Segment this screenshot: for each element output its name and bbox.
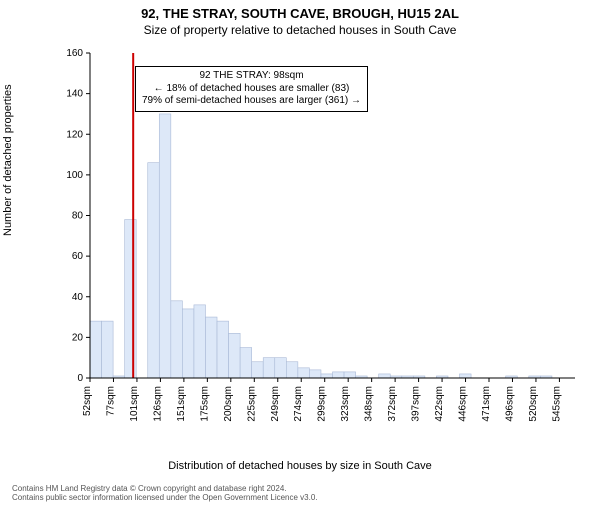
page-subtitle: Size of property relative to detached ho… xyxy=(0,23,600,37)
svg-text:348sqm: 348sqm xyxy=(364,386,375,422)
histogram-bar xyxy=(90,321,102,378)
svg-text:422sqm: 422sqm xyxy=(434,386,445,422)
svg-text:160: 160 xyxy=(66,48,83,59)
svg-text:100: 100 xyxy=(66,170,83,181)
svg-text:299sqm: 299sqm xyxy=(317,386,328,422)
annotation-line-2: ← 18% of detached houses are smaller (83… xyxy=(142,83,361,96)
y-axis-label: Number of detached properties xyxy=(2,84,14,236)
histogram-bar xyxy=(217,321,229,378)
svg-text:372sqm: 372sqm xyxy=(387,386,398,422)
svg-text:40: 40 xyxy=(72,292,84,303)
svg-text:200sqm: 200sqm xyxy=(223,386,234,422)
svg-text:471sqm: 471sqm xyxy=(481,386,492,422)
histogram-bar xyxy=(240,348,252,378)
svg-text:77sqm: 77sqm xyxy=(105,386,116,416)
histogram-bar xyxy=(263,358,275,378)
svg-text:397sqm: 397sqm xyxy=(411,386,422,422)
histogram-bar xyxy=(275,358,287,378)
histogram-bar xyxy=(460,374,472,378)
x-axis-label: Distribution of detached houses by size … xyxy=(0,460,600,472)
page-title: 92, THE STRAY, SOUTH CAVE, BROUGH, HU15 … xyxy=(0,6,600,21)
histogram-bar xyxy=(286,362,298,378)
svg-text:225sqm: 225sqm xyxy=(246,386,257,422)
histogram-bar xyxy=(252,362,264,378)
svg-text:446sqm: 446sqm xyxy=(458,386,469,422)
svg-text:80: 80 xyxy=(72,211,84,222)
histogram-bar xyxy=(102,321,114,378)
histogram-bar xyxy=(344,372,356,378)
histogram-bar xyxy=(379,374,391,378)
svg-text:151sqm: 151sqm xyxy=(176,386,187,422)
histogram-bar xyxy=(159,114,171,378)
histogram-bar xyxy=(182,309,194,378)
svg-text:60: 60 xyxy=(72,251,84,262)
annotation-line-3: 79% of semi-detached houses are larger (… xyxy=(142,95,361,108)
histogram-bar xyxy=(229,333,241,378)
svg-text:140: 140 xyxy=(66,89,83,100)
footer-line-1: Contains HM Land Registry data © Crown c… xyxy=(12,484,318,493)
svg-text:175sqm: 175sqm xyxy=(199,386,210,422)
histogram-bar xyxy=(298,368,310,378)
svg-text:274sqm: 274sqm xyxy=(293,386,304,422)
svg-text:20: 20 xyxy=(72,332,84,343)
svg-text:545sqm: 545sqm xyxy=(551,386,562,422)
histogram-bar xyxy=(148,163,160,378)
histogram-bar xyxy=(309,370,321,378)
svg-text:52sqm: 52sqm xyxy=(82,386,93,416)
histogram-bar xyxy=(321,374,333,378)
histogram-bar xyxy=(125,220,137,378)
annotation-line-1: 92 THE STRAY: 98sqm xyxy=(142,70,361,83)
svg-text:323sqm: 323sqm xyxy=(340,386,351,422)
histogram-bar xyxy=(194,305,206,378)
svg-text:101sqm: 101sqm xyxy=(129,386,140,422)
svg-text:520sqm: 520sqm xyxy=(528,386,539,422)
histogram-bar xyxy=(205,317,217,378)
svg-text:0: 0 xyxy=(77,373,83,384)
svg-text:120: 120 xyxy=(66,129,83,140)
histogram-bar xyxy=(171,301,183,378)
svg-text:126sqm: 126sqm xyxy=(152,386,163,422)
histogram-bar xyxy=(333,372,345,378)
histogram-chart: 0 20 40 60 80 100 120 140 160 52sqm 77sqm 101sqm 126… xyxy=(60,48,580,428)
svg-text:249sqm: 249sqm xyxy=(270,386,281,422)
footer-attribution: Contains HM Land Registry data © Crown c… xyxy=(12,484,318,502)
footer-line-2: Contains public sector information licen… xyxy=(12,493,318,502)
annotation-box: 92 THE STRAY: 98sqm ← 18% of detached ho… xyxy=(135,66,368,112)
svg-text:496sqm: 496sqm xyxy=(504,386,515,422)
